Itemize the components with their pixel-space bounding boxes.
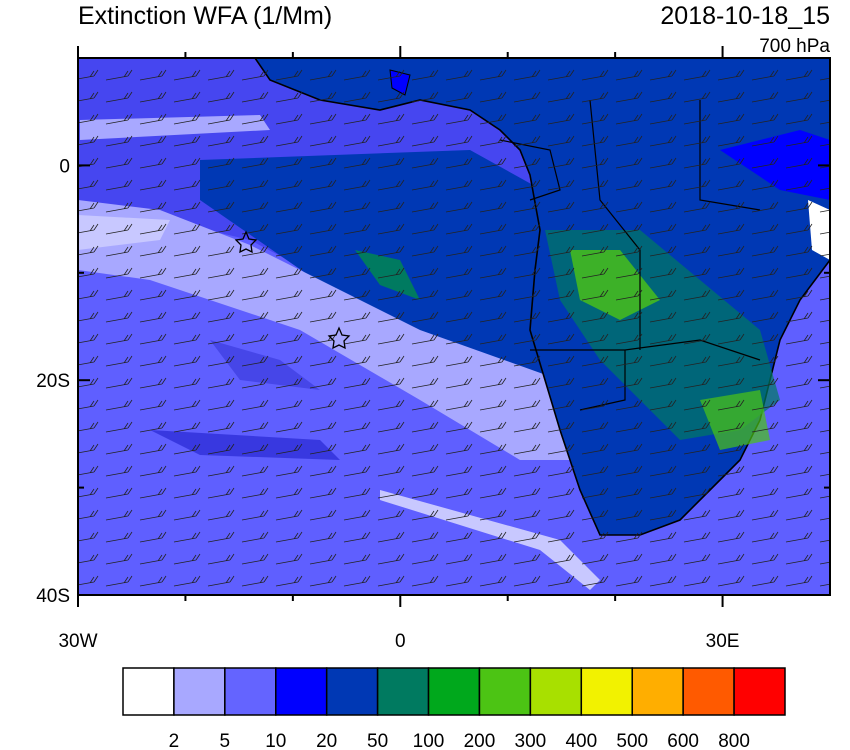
colorbar-box bbox=[122, 667, 175, 716]
lon-tick-label: 30E bbox=[706, 631, 740, 652]
colorbar-box bbox=[529, 667, 583, 716]
colorbar-label: 20 bbox=[316, 731, 337, 750]
colorbar-box bbox=[427, 667, 481, 716]
colorbar-label: 200 bbox=[464, 731, 496, 750]
colorbar-label: 600 bbox=[667, 731, 699, 750]
colorbar-label: 800 bbox=[718, 731, 750, 750]
lon-tick-label: 30W bbox=[58, 631, 97, 652]
lat-tick-label: 40S bbox=[36, 586, 70, 607]
wind-barbs bbox=[78, 58, 830, 595]
map-ticks: 0 20S 40S 30W 0 30E bbox=[36, 46, 830, 652]
colorbar-box bbox=[733, 667, 786, 716]
colorbar: 2 5 10 20 50 100 200 300 400 500 600 800 bbox=[122, 667, 786, 750]
colorbar-box bbox=[376, 667, 430, 716]
colorbar-box bbox=[275, 667, 328, 716]
colorbar-box bbox=[173, 667, 226, 716]
lat-tick-label: 20S bbox=[36, 371, 70, 392]
map-field bbox=[78, 58, 830, 595]
colorbar-label: 300 bbox=[515, 731, 547, 750]
colorbar-label: 10 bbox=[265, 731, 286, 750]
colorbar-label: 500 bbox=[616, 731, 648, 750]
title: Extinction WFA (1/Mm) bbox=[78, 2, 332, 30]
colorbar-box bbox=[325, 667, 379, 716]
lon-tick-label: 0 bbox=[395, 631, 406, 652]
colorbar-label: 50 bbox=[367, 731, 388, 750]
colorbar-box bbox=[224, 667, 277, 716]
station-marker bbox=[327, 326, 351, 350]
level: 700 hPa bbox=[759, 36, 830, 57]
station-marker bbox=[234, 230, 258, 254]
colorbar-label: 5 bbox=[220, 731, 231, 750]
colorbar-box bbox=[631, 667, 684, 716]
colorbar-label: 2 bbox=[169, 731, 180, 750]
colorbar-box bbox=[580, 667, 633, 716]
colorbar-label: 100 bbox=[413, 731, 445, 750]
colorbar-box bbox=[682, 667, 735, 716]
map-frame bbox=[77, 57, 831, 596]
colorbar-label: 400 bbox=[565, 731, 597, 750]
lat-tick-label: 0 bbox=[59, 156, 70, 177]
valid-time: 2018-10-18_15 bbox=[660, 2, 830, 30]
colorbar-box bbox=[478, 667, 532, 716]
